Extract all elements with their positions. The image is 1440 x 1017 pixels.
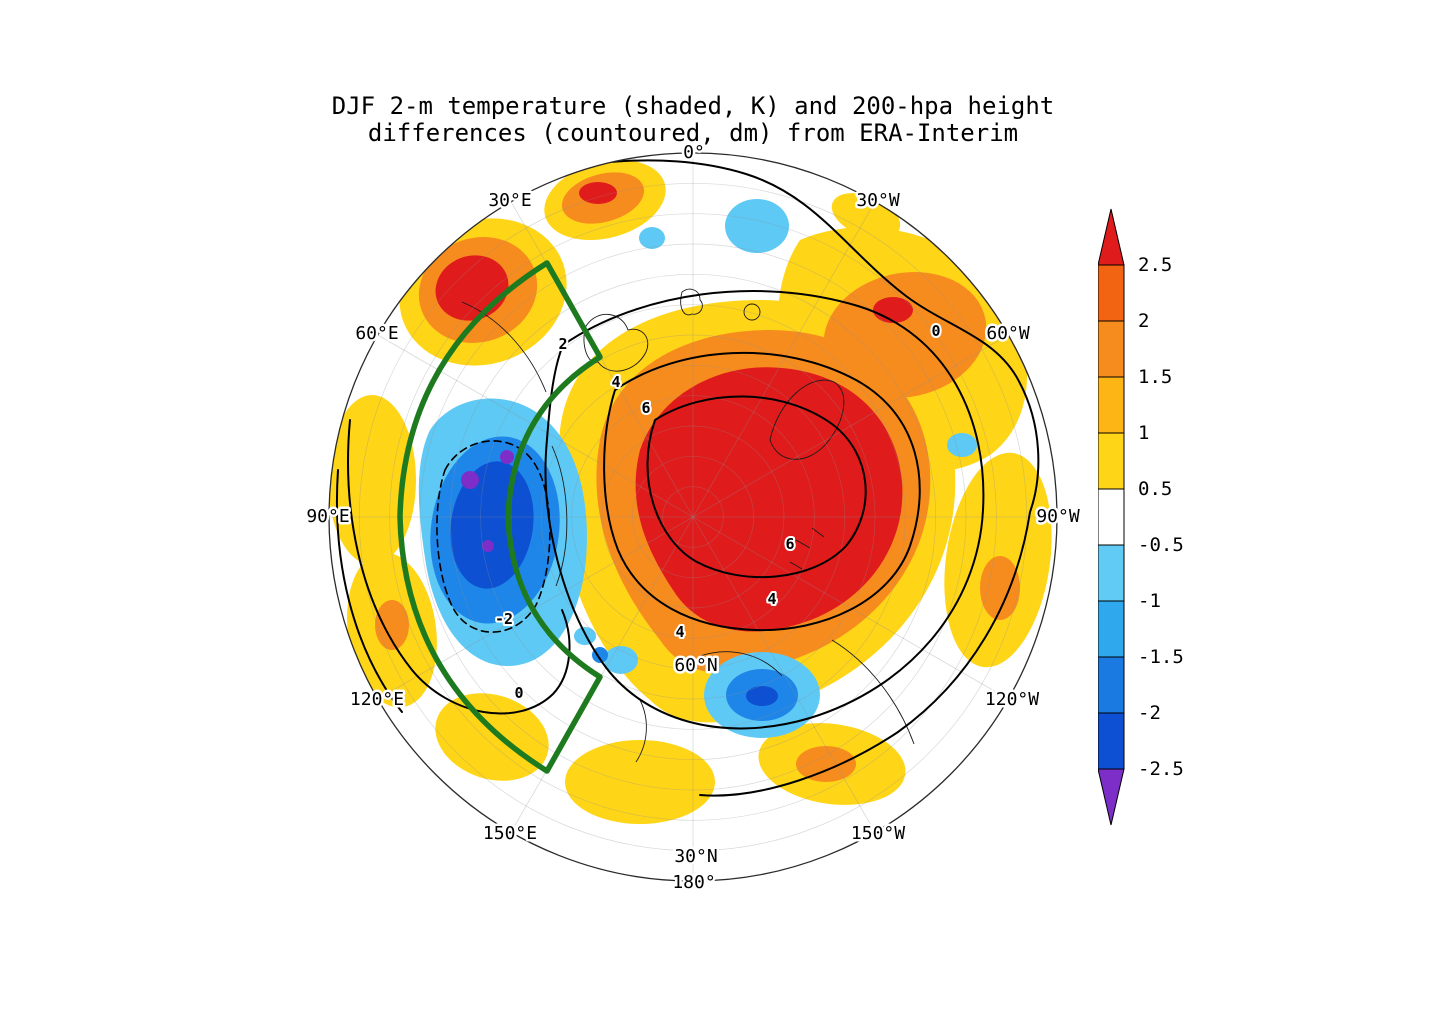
colorbar-tick-label: -2: [1138, 702, 1161, 724]
contour-label: 0: [514, 684, 523, 702]
contour-label: 4: [611, 373, 620, 391]
geo-label: 120°W: [985, 689, 1039, 710]
map-rim: [328, 152, 1058, 882]
region-box: [397, 260, 603, 774]
geo-label: 60°W: [986, 323, 1030, 344]
longitude-labels: 0° 30°W 60°W 90°W 120°W 150°W 180° 150°E 120°E 90…: [304, 140, 1083, 896]
colorbar-above-arrow: [1098, 208, 1125, 266]
colorbar-tick-label: 2: [1138, 310, 1149, 332]
contour-label: 4: [767, 590, 776, 608]
height-contours: [335, 159, 1040, 797]
colorbar-tick-label: 2.5: [1138, 254, 1172, 276]
figure-title-line2: differences (countoured, dm) from ERA-In…: [367, 119, 1019, 147]
colorbar-below-arrow: [1098, 768, 1125, 826]
colorbar-segment: [1098, 656, 1125, 714]
colorbar-tick-label: -2.5: [1138, 758, 1184, 780]
contour-label: 4: [675, 623, 684, 641]
geo-label: 60°E: [355, 323, 398, 344]
geo-label: 120°E: [350, 689, 404, 710]
colorbar-tick-labels: 2.5 2 1.5 1 0.5 -0.5 -1 -1.5 -2 -2.5: [1138, 254, 1184, 780]
colorbar-segment: [1098, 712, 1125, 770]
colorbar-tick-label: 0.5: [1138, 478, 1172, 500]
geo-label: 150°E: [483, 823, 537, 844]
geo-label: 90°W: [1036, 506, 1080, 527]
colorbar-tick-label: 1.5: [1138, 366, 1172, 388]
contour-label: 2: [558, 335, 567, 353]
geo-label: 30°N: [674, 846, 717, 867]
colorbar-segment: [1098, 264, 1125, 322]
contour-label: -2: [495, 610, 513, 628]
latitude-labels: 60°N 30°N: [672, 653, 720, 870]
geo-label: 30°E: [488, 190, 531, 211]
colorbar-segment: [1098, 320, 1125, 378]
geo-label: 60°N: [674, 655, 717, 676]
geo-label: 180°: [672, 872, 715, 893]
geo-label: 90°E: [306, 506, 349, 527]
geo-label: 30°W: [856, 190, 900, 211]
colorbar-segments: [1098, 208, 1125, 826]
colorbar: 2.5 2 1.5 1 0.5 -0.5 -1 -1.5 -2 -2.5: [1098, 208, 1184, 826]
colorbar-tick-label: -1: [1138, 590, 1161, 612]
contour-value-labels: 0 2 4 6 6 4 4 -2 0: [493, 320, 943, 704]
contour-label: 0: [931, 322, 940, 340]
colorbar-segment: [1098, 488, 1125, 546]
colorbar-segment: [1098, 544, 1125, 602]
contour-label: 6: [785, 535, 794, 553]
colorbar-segment: [1098, 600, 1125, 658]
graticule: [329, 153, 1057, 881]
colorbar-tick-label: 1: [1138, 422, 1149, 444]
figure-title-line1: DJF 2-m temperature (shaded, K) and 200-…: [331, 92, 1055, 120]
geo-label: 0°: [683, 142, 705, 163]
contour-label: 6: [641, 399, 650, 417]
colorbar-tick-label: -0.5: [1138, 534, 1184, 556]
colorbar-segment: [1098, 376, 1125, 434]
colorbar-tick-label: -1.5: [1138, 646, 1184, 668]
geo-label: 150°W: [851, 823, 905, 844]
colorbar-segment: [1098, 432, 1125, 490]
